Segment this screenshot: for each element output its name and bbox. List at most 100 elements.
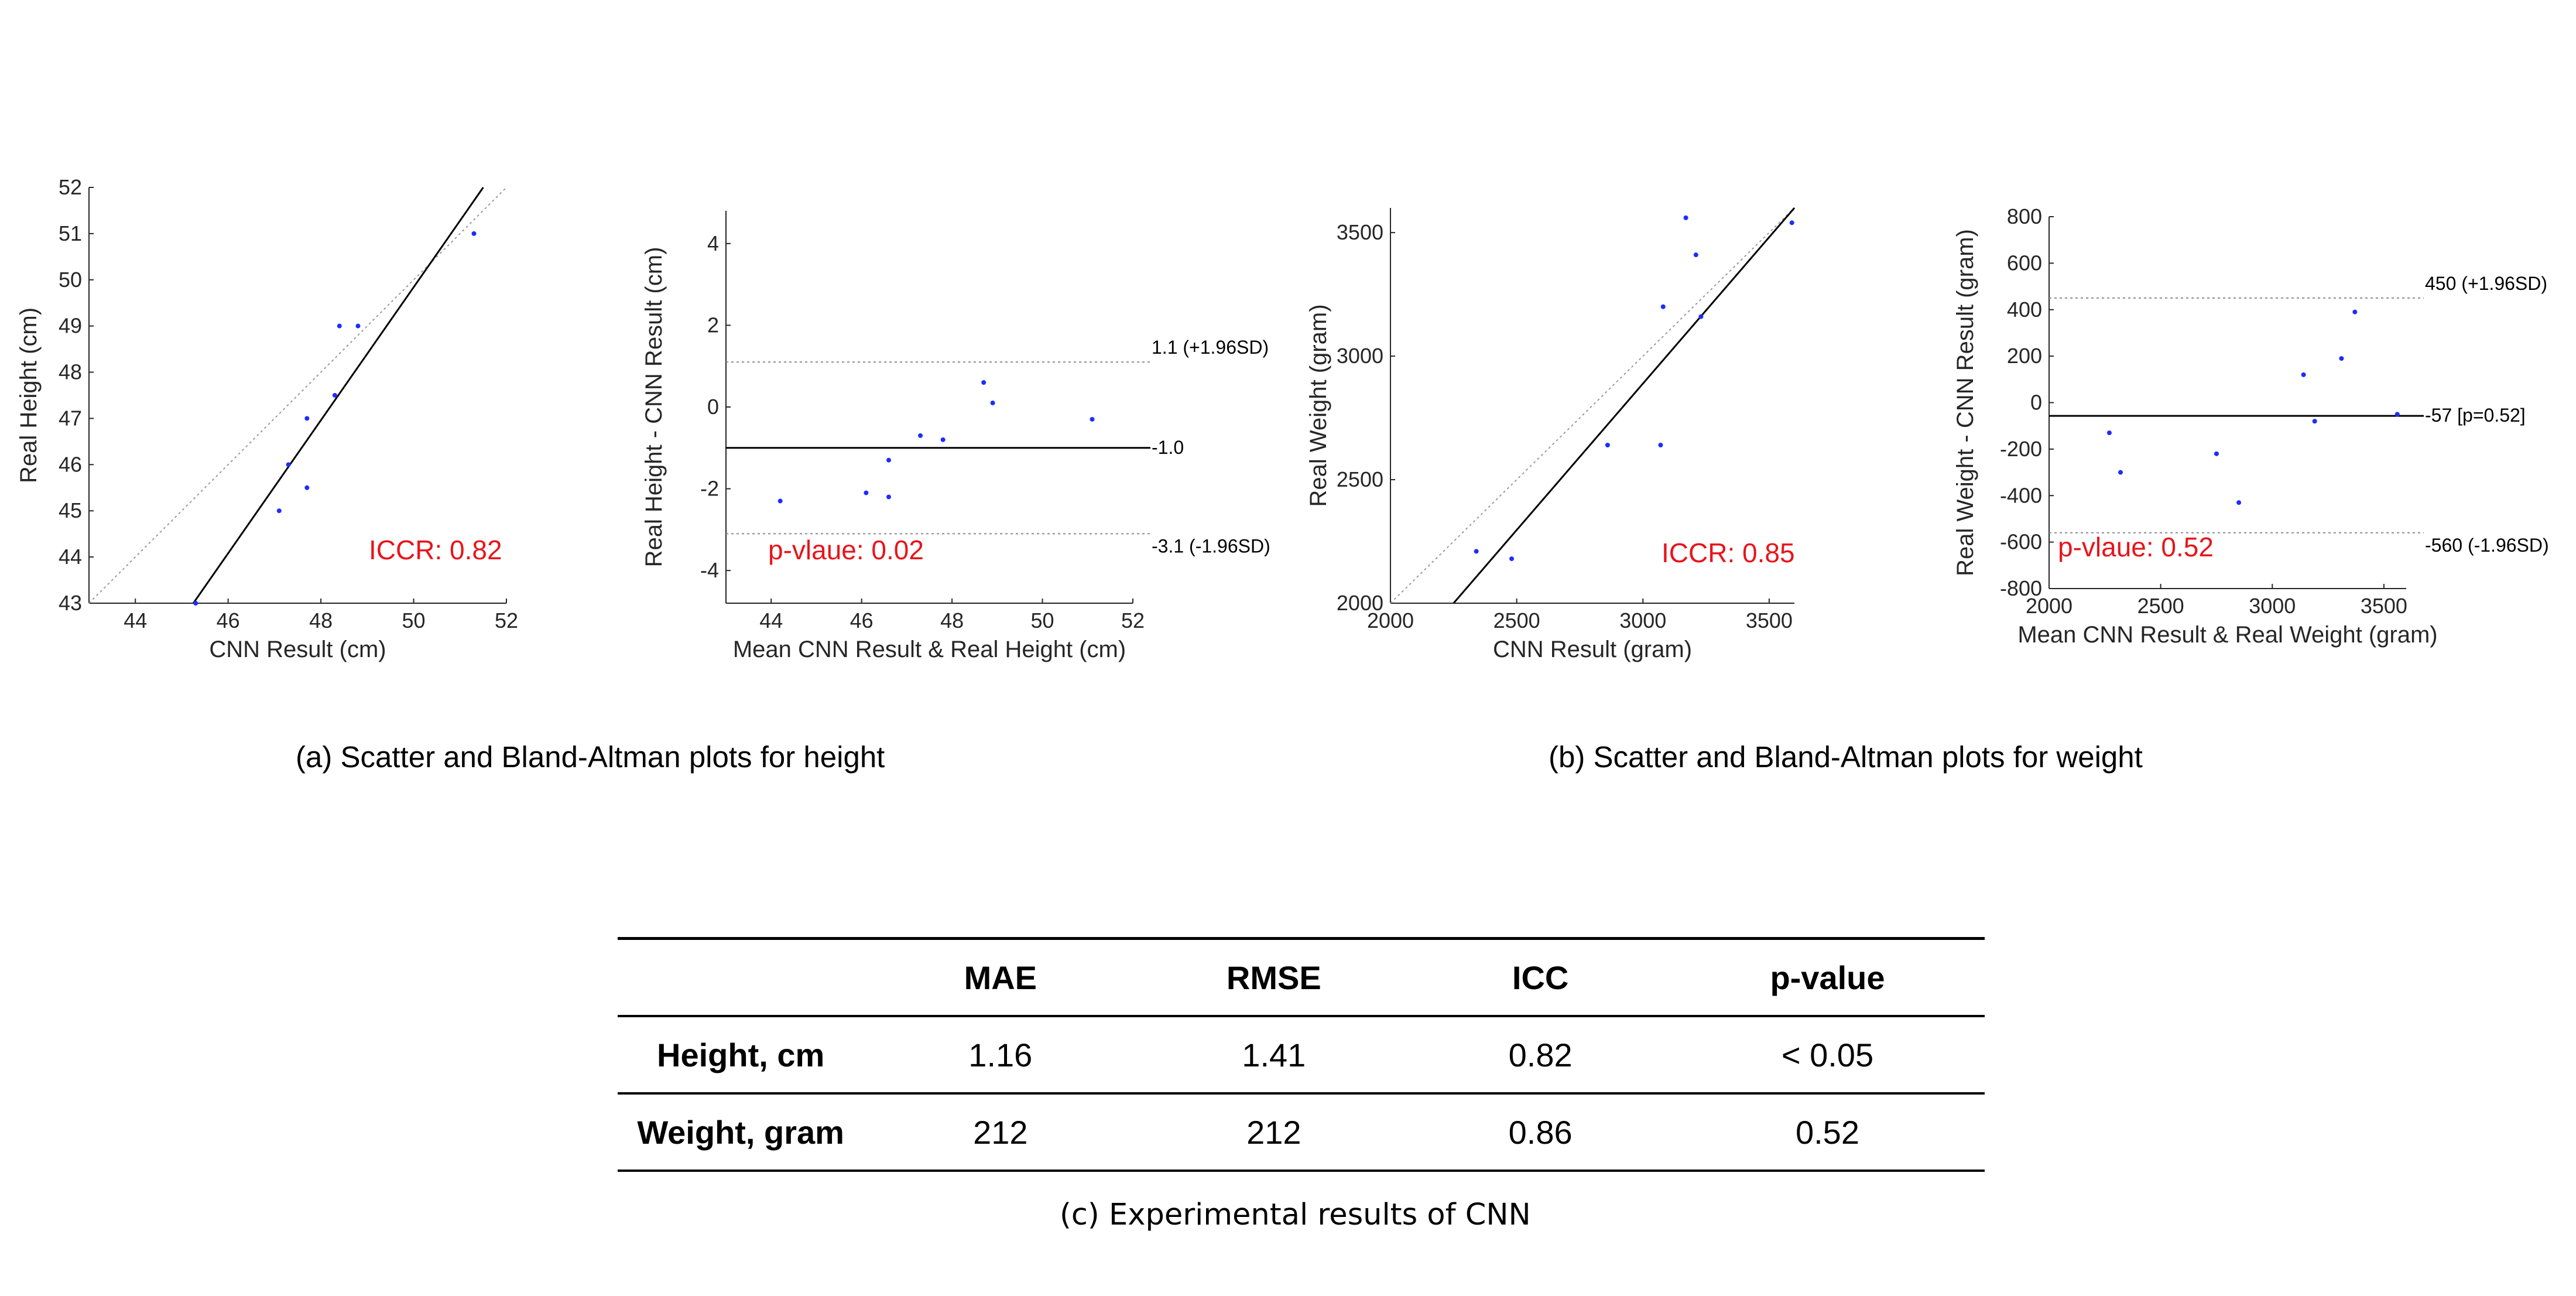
data-point: [355, 323, 361, 329]
y-axis-label: Real Height (cm): [16, 307, 42, 483]
data-point: [337, 323, 342, 329]
y-tick-label: 43: [59, 591, 82, 615]
results-table-wrap: MAE RMSE ICC p-value Height, cm 1.16 1.4…: [618, 937, 1985, 1172]
y-tick-label: 46: [59, 452, 82, 476]
header-cell-p-value: p-value: [1770, 959, 1885, 996]
data-point: [1474, 549, 1479, 554]
lower-limit-label: -3.1 (-1.96SD): [1152, 535, 1270, 556]
x-axis-label: Mean CNN Result & Real Height (cm): [733, 637, 1126, 662]
data-point: [1693, 252, 1698, 258]
y-tick-label: -4: [700, 558, 719, 582]
y-tick-label: 2500: [1337, 467, 1383, 491]
stat-annotation: ICCR: 0.85: [1662, 538, 1795, 568]
data-point: [1509, 556, 1514, 562]
y-tick-label: 2000: [1337, 591, 1383, 615]
upper-limit-label: 1.1 (+1.96SD): [1152, 337, 1269, 358]
y-tick-label: -400: [2000, 483, 2042, 507]
y-tick-label: 3000: [1337, 344, 1383, 368]
data-point: [2118, 470, 2123, 475]
data-point: [2106, 430, 2112, 436]
data-point: [2301, 372, 2306, 377]
table-cell: 1.16: [968, 1036, 1033, 1073]
x-tick-label: 44: [124, 608, 147, 632]
stat-annotation: p-vlaue: 0.02: [768, 535, 924, 565]
height-scatter-plot: 44 46 48 50 52 43 44 45 46 47 48 49 50 51 52 CNN Result…: [16, 175, 518, 662]
table-row: Height, cm 1.16 1.41 0.82 < 0.05: [618, 1016, 1985, 1093]
data-point: [864, 490, 869, 495]
y-axis-label: Real Weight (gram): [1306, 304, 1331, 507]
table-cell: 212: [973, 1113, 1028, 1151]
x-tick-label: 50: [402, 608, 426, 632]
table-cell: 0.82: [1508, 1036, 1573, 1073]
data-point: [1660, 304, 1666, 309]
table-cell: 0.52: [1795, 1113, 1859, 1151]
results-table: MAE RMSE ICC p-value Height, cm 1.16 1.4…: [618, 937, 1985, 1172]
y-tick-label: -200: [2000, 437, 2042, 461]
data-point: [1658, 443, 1663, 447]
weight-scatter-plot: 2000 2500 3000 3500 2000 2500 3000 3500 CNN Resu…: [1306, 207, 1796, 662]
identity-line: [88, 187, 507, 604]
row-label-weight: Weight, gram: [637, 1113, 844, 1151]
y-tick-label: 3500: [1337, 220, 1383, 244]
x-tick-label: 2500: [2137, 594, 2184, 618]
stat-annotation: p-vlaue: 0.52: [2058, 532, 2214, 562]
upper-limit-label: 450 (+1.96SD): [2425, 273, 2547, 294]
x-tick-label: 2000: [1367, 608, 1414, 632]
y-tick-label: -2: [700, 477, 719, 501]
y-tick-label: 44: [59, 545, 82, 569]
data-point: [193, 601, 198, 606]
x-tick-label: 48: [309, 608, 333, 632]
table-cell: 212: [1246, 1113, 1301, 1151]
y-tick-label: 45: [59, 498, 82, 522]
header-cell-rmse: RMSE: [1226, 959, 1321, 996]
x-tick-label: 44: [759, 608, 783, 632]
x-axis-label: Mean CNN Result & Real Weight (gram): [2017, 622, 2437, 648]
header-cell-mae: MAE: [964, 959, 1037, 996]
data-point: [2339, 356, 2344, 361]
y-tick-label: 48: [59, 360, 82, 384]
y-tick-label: 4: [707, 231, 719, 255]
data-point: [1605, 443, 1610, 447]
data-point: [1683, 215, 1688, 220]
table-row: Weight, gram 212 212 0.86 0.52: [618, 1093, 1985, 1171]
x-tick-label: 3500: [1746, 608, 1793, 632]
caption-results-table: (c) Experimental results of CNN: [1060, 1198, 1531, 1232]
caption-height-plots: (a) Scatter and Bland-Altman plots for h…: [296, 740, 885, 774]
weight-bland-altman-plot: 2000 2500 3000 3500 -800 -600 -400 -200 0 200 400 6…: [1952, 204, 2549, 648]
data-point: [2352, 309, 2358, 314]
table-cell: < 0.05: [1781, 1036, 1874, 1073]
x-tick-label: 3000: [2249, 594, 2296, 618]
x-tick-label: 2000: [2026, 594, 2073, 618]
y-tick-label: 0: [2030, 391, 2042, 415]
data-point: [332, 393, 337, 398]
data-point: [471, 231, 477, 236]
data-point: [981, 380, 986, 385]
y-tick-label: 400: [2007, 298, 2042, 322]
data-point: [276, 508, 282, 514]
data-point: [886, 494, 891, 500]
x-tick-label: 52: [1121, 608, 1145, 632]
data-point: [1698, 314, 1704, 319]
x-tick-label: 3500: [2361, 594, 2407, 618]
header-cell-icc: ICC: [1512, 959, 1569, 996]
identity-line: [1390, 207, 1795, 604]
y-axis-label: Real Weight - CNN Result (gram): [1952, 229, 1978, 576]
y-tick-label: -800: [2000, 576, 2042, 600]
y-tick-label: 47: [59, 406, 82, 430]
y-tick-label: 800: [2007, 204, 2042, 228]
y-tick-label: 52: [59, 175, 82, 199]
y-axis-label: Real Height - CNN Result (cm): [641, 247, 667, 567]
stat-annotation: ICCR: 0.82: [369, 535, 502, 565]
table-cell: 0.86: [1508, 1113, 1573, 1151]
row-label-height: Height, cm: [657, 1036, 825, 1073]
table-cell: 1.41: [1242, 1036, 1306, 1073]
y-tick-label: 200: [2007, 344, 2042, 368]
data-point: [304, 485, 310, 490]
x-tick-label: 52: [495, 608, 518, 632]
fit-line: [193, 187, 484, 604]
caption-weight-plots: (b) Scatter and Bland-Altman plots for w…: [1549, 740, 2143, 774]
x-tick-label: 50: [1031, 608, 1054, 632]
y-tick-label: 51: [59, 221, 82, 245]
x-tick-label: 2500: [1493, 608, 1540, 632]
data-point: [286, 462, 291, 467]
